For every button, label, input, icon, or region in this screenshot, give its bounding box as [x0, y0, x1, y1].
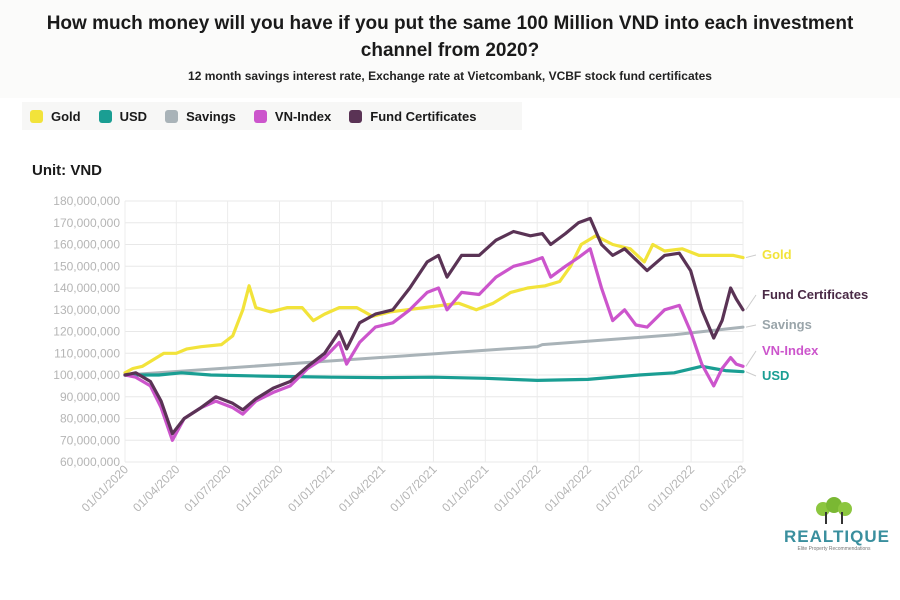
- chart-subtitle: 12 month savings interest rate, Exchange…: [188, 69, 712, 83]
- legend-item-fund[interactable]: Fund Certificates: [349, 109, 476, 124]
- end-label-gold: Gold: [762, 247, 792, 262]
- y-tick-label: 80,000,000: [60, 412, 120, 426]
- chart-title: How much money will you have if you put …: [46, 13, 854, 61]
- x-tick-label: 01/07/2020: [181, 462, 234, 515]
- y-tick-label: 120,000,000: [53, 325, 120, 339]
- logo-name: REALTIQUE: [784, 527, 890, 546]
- title-band: [0, 0, 900, 98]
- x-tick-label: 01/10/2020: [233, 462, 286, 515]
- x-tick-label: 01/10/2021: [439, 462, 492, 515]
- tree-logo-icon: [816, 497, 852, 524]
- y-tick-label: 60,000,000: [60, 455, 120, 469]
- y-tick-label: 180,000,000: [53, 194, 120, 208]
- x-tick-label: 01/10/2022: [645, 462, 698, 515]
- series-end-labels: Gold USD Savings VN-Index Fund Certificates: [745, 247, 868, 383]
- series-line-usd: [123, 364, 745, 382]
- x-tick-label: 01/01/2021: [285, 462, 338, 515]
- x-tick-label: 01/07/2021: [387, 462, 440, 515]
- grid-lines: [124, 200, 744, 463]
- x-tick-label: 01/07/2022: [593, 462, 646, 515]
- y-tick-label: 90,000,000: [60, 390, 120, 404]
- end-label-connector-fund: [745, 294, 757, 311]
- legend-swatch-fund: [349, 109, 363, 123]
- end-label-fund: Fund Certificates: [762, 287, 868, 302]
- legend-label-savings: Savings: [186, 108, 236, 124]
- y-tick-label: 100,000,000: [53, 368, 120, 382]
- y-tick-label: 170,000,000: [53, 216, 120, 230]
- end-label-connector-vnindex: [745, 350, 757, 367]
- logo-tagline: Elite Property Recommendations: [797, 546, 871, 552]
- y-tick-label: 140,000,000: [53, 281, 120, 295]
- legend-swatch-vnindex: [253, 109, 267, 123]
- x-tick-label: 01/04/2022: [542, 462, 595, 515]
- legend-swatch-usd: [98, 109, 112, 123]
- legend-swatch-gold: [30, 109, 43, 123]
- end-label-vnindex: VN-Index: [762, 343, 819, 358]
- end-label-connector-savings: [745, 324, 757, 328]
- series-line-vnindex: [123, 247, 745, 442]
- series-line-savings: [123, 325, 745, 377]
- end-label-connector-gold: [745, 254, 757, 259]
- end-label-connector-usd: [745, 371, 757, 377]
- x-tick-label: 01/01/2023: [697, 462, 750, 515]
- series-line-gold: [123, 234, 745, 375]
- y-tick-label: 70,000,000: [60, 433, 120, 447]
- series-line-fund: [123, 216, 745, 436]
- y-tick-label: 150,000,000: [53, 259, 120, 273]
- end-label-savings: Savings: [762, 317, 812, 332]
- legend: Gold USD Savings VN-Index Fund Certifica…: [22, 102, 522, 130]
- end-label-usd: USD: [762, 368, 789, 383]
- legend-item-vnindex[interactable]: VN-Index: [253, 108, 332, 124]
- y-tick-label: 160,000,000: [53, 238, 120, 252]
- legend-label-gold: Gold: [51, 108, 81, 124]
- x-tick-label: 01/04/2021: [336, 462, 389, 515]
- legend-label-fund: Fund Certificates: [370, 108, 477, 124]
- x-tick-label: 01/01/2020: [79, 462, 132, 515]
- x-tick-label: 01/01/2022: [491, 462, 544, 515]
- legend-item-gold[interactable]: Gold: [30, 109, 81, 124]
- legend-item-savings[interactable]: Savings: [165, 109, 236, 124]
- legend-item-usd[interactable]: USD: [98, 108, 148, 124]
- realtique-logo: REALTIQUE Elite Property Recommendations: [784, 497, 890, 557]
- x-tick-label: 01/04/2020: [130, 462, 183, 515]
- legend-label-usd: USD: [119, 108, 148, 124]
- legend-swatch-savings: [165, 109, 179, 123]
- legend-label-vnindex: VN-Index: [274, 108, 332, 124]
- y-tick-label: 110,000,000: [54, 346, 120, 360]
- series-lines: [123, 216, 745, 442]
- unit-label: Unit: VND: [32, 162, 102, 179]
- y-tick-label: 130,000,000: [53, 303, 120, 317]
- y-axis-tick-labels: 60,000,000 70,000,000 80,000,000 90,000,000…: [53, 194, 120, 469]
